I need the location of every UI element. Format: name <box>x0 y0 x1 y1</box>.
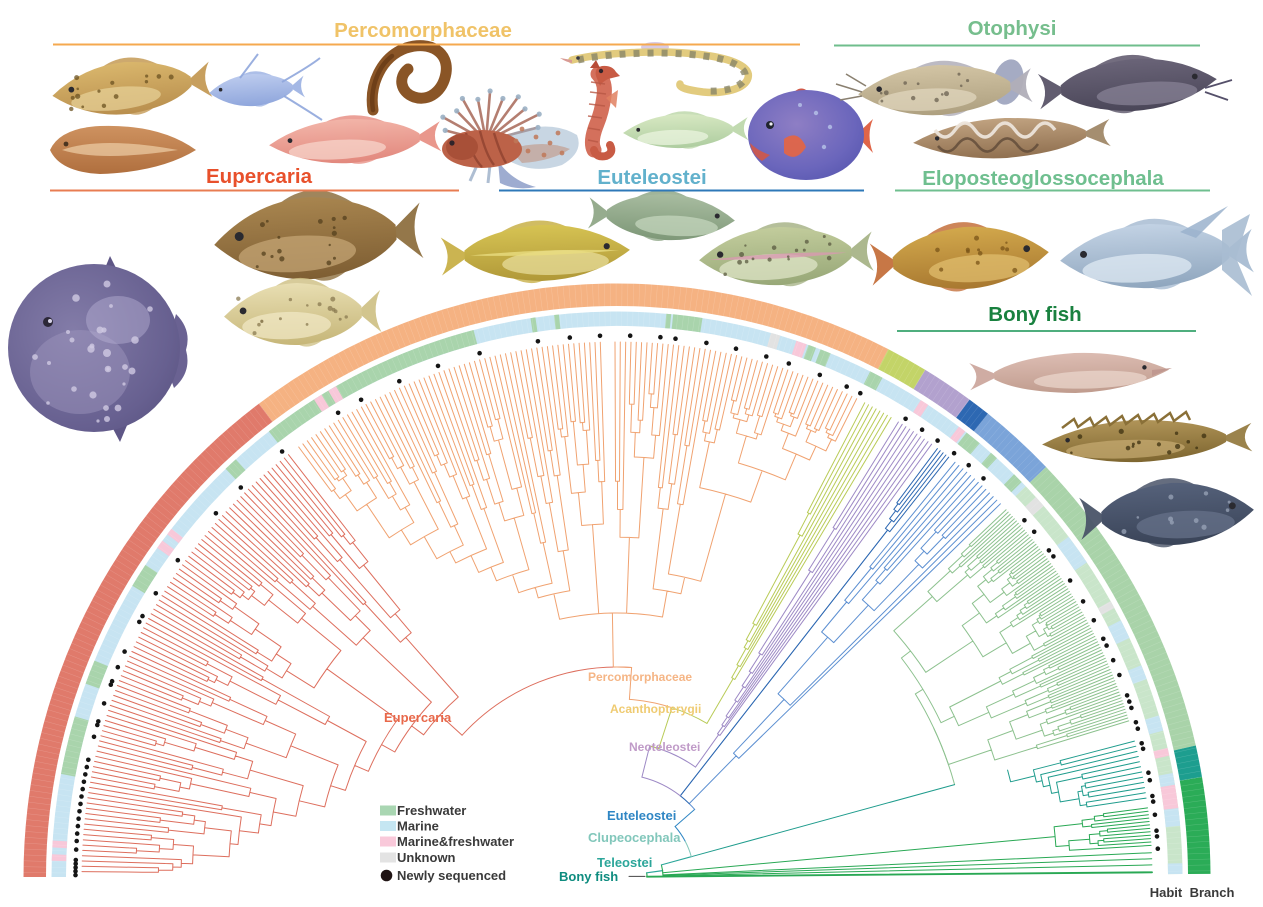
svg-text:Bony fish: Bony fish <box>559 869 618 884</box>
svg-text:Newly sequenced: Newly sequenced <box>397 868 506 883</box>
svg-text:Marine: Marine <box>397 819 439 834</box>
svg-text:Euteleostei: Euteleostei <box>607 808 676 823</box>
svg-text:Branch: Branch <box>1190 885 1235 900</box>
svg-text:Otophysi: Otophysi <box>968 17 1057 40</box>
svg-text:Euteleostei: Euteleostei <box>597 166 706 189</box>
svg-text:Eloposteoglossocephala: Eloposteoglossocephala <box>922 167 1164 190</box>
svg-text:Unknown: Unknown <box>397 850 456 865</box>
svg-text:Eupercaria: Eupercaria <box>206 165 313 188</box>
svg-text:Clupeocephala: Clupeocephala <box>588 830 681 845</box>
svg-text:Bony fish: Bony fish <box>988 303 1081 326</box>
svg-text:Marine&freshwater: Marine&freshwater <box>397 834 514 849</box>
svg-text:Habit: Habit <box>1150 885 1183 900</box>
svg-text:Teleostei: Teleostei <box>597 855 652 870</box>
svg-text:Neoteleostei: Neoteleostei <box>629 740 700 754</box>
svg-text:Percomorphaceae: Percomorphaceae <box>588 670 692 684</box>
svg-text:Eupercaria: Eupercaria <box>384 710 452 725</box>
svg-text:Freshwater: Freshwater <box>397 803 466 818</box>
svg-text:Acanthopterygii: Acanthopterygii <box>610 702 701 716</box>
svg-text:Percomorphaceae: Percomorphaceae <box>334 19 512 42</box>
